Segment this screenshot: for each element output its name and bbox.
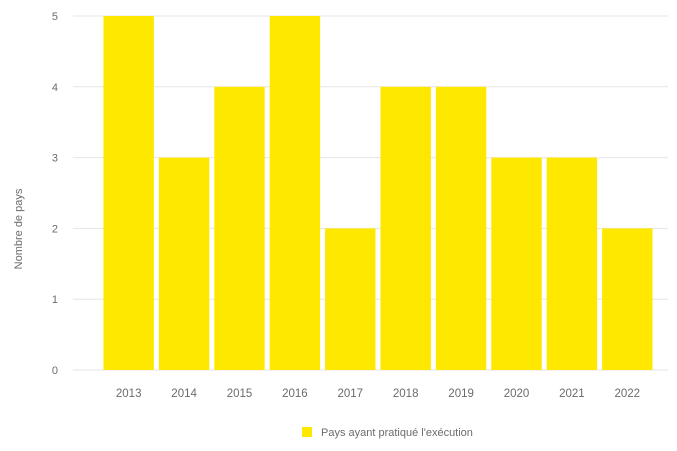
legend-swatch bbox=[302, 427, 312, 437]
x-tick-label: 2013 bbox=[116, 388, 142, 400]
y-tick-label: 5 bbox=[52, 11, 58, 23]
x-tick-label: 2022 bbox=[615, 388, 641, 400]
y-tick-label: 2 bbox=[52, 223, 58, 235]
y-tick-label: 0 bbox=[52, 365, 58, 377]
legend-label: Pays ayant pratiqué l'exécution bbox=[321, 427, 473, 439]
x-axis-ticks: 2013 2014 2015 2016 2017 2018 2019 2020 2021 2022 bbox=[116, 388, 640, 400]
y-axis-label: Nombre de pays bbox=[13, 188, 25, 269]
bars bbox=[103, 16, 653, 371]
x-tick-label: 2016 bbox=[282, 388, 308, 400]
bar-2017 bbox=[325, 228, 376, 370]
x-tick-label: 2017 bbox=[338, 388, 364, 400]
y-tick-label: 4 bbox=[52, 82, 58, 94]
bar-2020 bbox=[491, 157, 542, 370]
bar-2018 bbox=[380, 86, 431, 371]
bar-2016 bbox=[269, 16, 321, 370]
x-tick-label: 2019 bbox=[448, 388, 474, 400]
x-tick-label: 2021 bbox=[559, 388, 585, 400]
x-tick-label: 2015 bbox=[227, 388, 253, 400]
y-axis-ticks: 0 1 2 3 4 5 bbox=[52, 11, 58, 377]
y-tick-label: 1 bbox=[52, 294, 58, 306]
bar-2013 bbox=[103, 16, 154, 370]
bar-2015 bbox=[214, 86, 265, 371]
x-tick-label: 2014 bbox=[171, 388, 197, 400]
x-tick-label: 2018 bbox=[393, 388, 419, 400]
bar-2014 bbox=[158, 157, 210, 370]
y-tick-label: 3 bbox=[52, 153, 58, 165]
bar-2019 bbox=[435, 86, 487, 371]
x-tick-label: 2020 bbox=[504, 388, 530, 400]
bar-2022 bbox=[602, 228, 653, 370]
bar-2021 bbox=[546, 157, 598, 370]
legend: Pays ayant pratiqué l'exécution bbox=[302, 427, 473, 439]
